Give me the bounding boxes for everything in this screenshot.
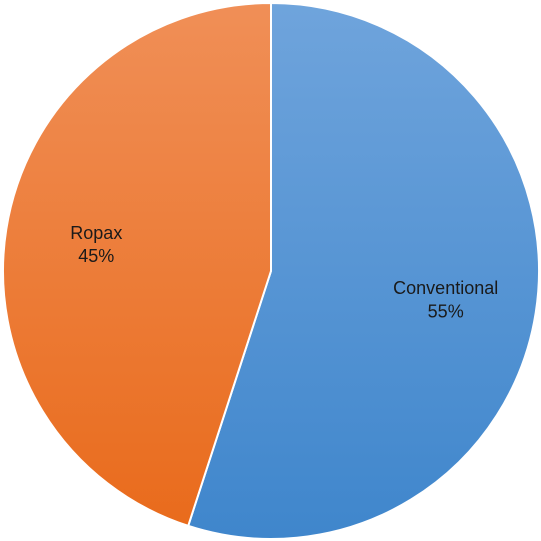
pie-label-ropax: Ropax 45% — [70, 223, 122, 266]
pie-label-percent: 55% — [428, 302, 464, 322]
pie-slice-ropax — [2, 2, 272, 527]
pie-label-category: Ropax — [70, 223, 122, 243]
pie-label-percent: 45% — [78, 246, 114, 266]
pie-labels: Conventional 55% Ropax 45% — [70, 223, 498, 322]
pie-slice-conventional — [187, 2, 540, 540]
pie-label-conventional: Conventional 55% — [393, 278, 498, 321]
pie-label-category: Conventional — [393, 278, 498, 298]
